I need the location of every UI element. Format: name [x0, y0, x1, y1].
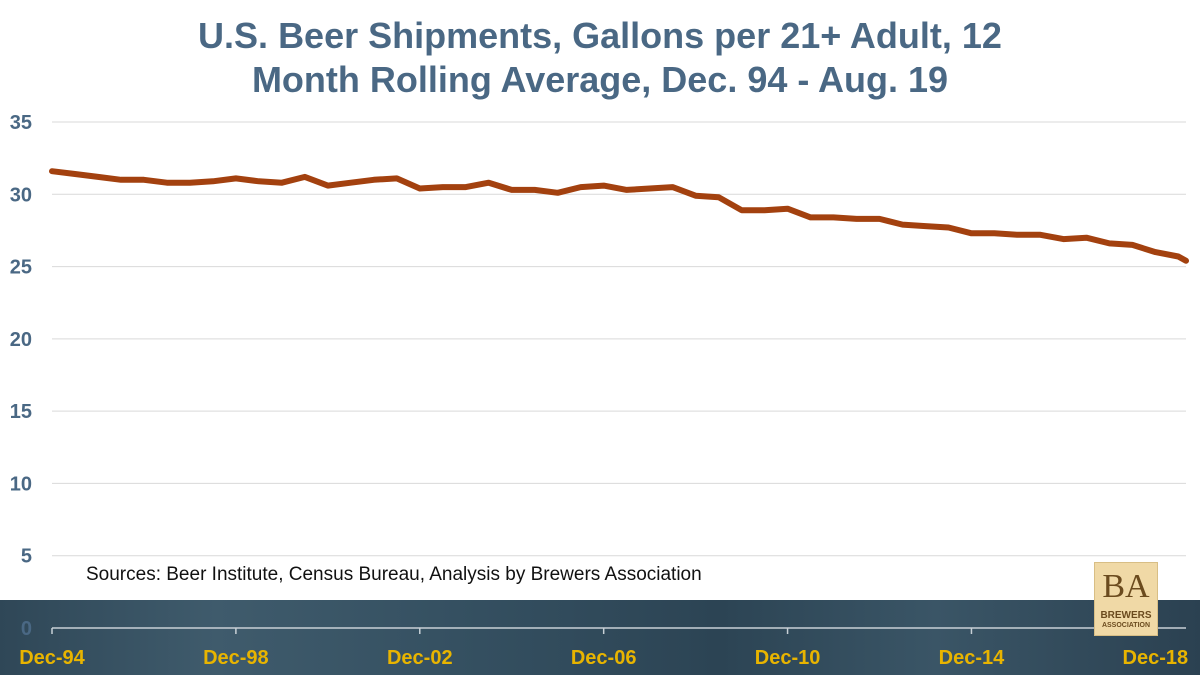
- y-tick-label: 25: [10, 257, 32, 279]
- chart-title: U.S. Beer Shipments, Gallons per 21+ Adu…: [0, 14, 1200, 102]
- x-tick-label: Dec-10: [755, 647, 821, 669]
- x-tick-label: Dec-94: [19, 647, 85, 669]
- y-tick-label: 0: [21, 618, 32, 640]
- y-axis-tick-labels: 0 5 10 15 20 25 30 35: [10, 112, 32, 640]
- y-tick-label: 10: [10, 473, 32, 495]
- chart-title-line-1: U.S. Beer Shipments, Gallons per 21+ Adu…: [198, 15, 1002, 56]
- y-tick-label: 5: [21, 546, 32, 568]
- y-tick-label: 20: [10, 329, 32, 351]
- chart-title-line-2: Month Rolling Average, Dec. 94 - Aug. 19: [251, 59, 949, 100]
- y-tick-label: 30: [10, 184, 32, 206]
- x-axis-tick-labels: Dec-94 Dec-98 Dec-02 Dec-06 Dec-10 Dec-14 Dec-…: [19, 647, 1188, 669]
- series-line-0: [49, 168, 1189, 264]
- x-tick-label: Dec-06: [571, 647, 637, 669]
- y-tick-label: 35: [10, 112, 32, 134]
- logo-mark: BA: [1102, 568, 1150, 605]
- logo-text-line-1: BREWERS: [1100, 610, 1152, 621]
- gridlines: [52, 121, 1186, 557]
- source-note: Sources: Beer Institute, Census Bureau, …: [86, 564, 702, 585]
- axes: [51, 627, 1186, 634]
- x-tick-label: Dec-98: [203, 647, 269, 669]
- series-layer: [49, 168, 1189, 264]
- logo-text-line-2: ASSOCIATION: [1101, 622, 1151, 629]
- x-tick-label: Dec-02: [387, 647, 453, 669]
- y-tick-label: 15: [10, 401, 32, 423]
- footer-band: [0, 600, 1200, 675]
- brewers-association-logo: BA BREWERS ASSOCIATION: [1094, 562, 1158, 636]
- x-tick-label: Dec-14: [939, 647, 1005, 669]
- x-tick-label: Dec-18: [1123, 647, 1189, 669]
